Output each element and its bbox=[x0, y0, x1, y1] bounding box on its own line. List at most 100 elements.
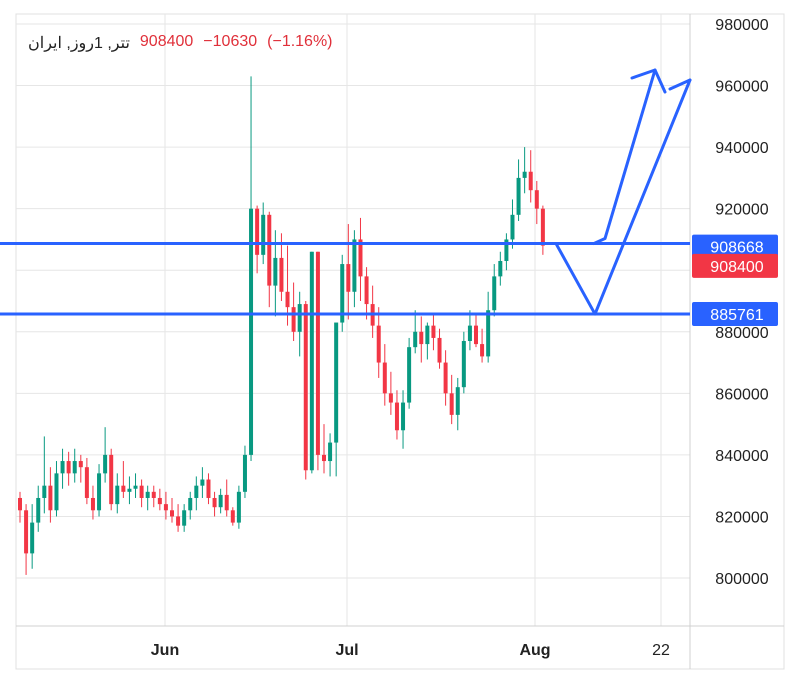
candle-body bbox=[170, 510, 174, 517]
candle-body bbox=[224, 494, 229, 511]
candle-body bbox=[394, 402, 399, 431]
candle-down bbox=[419, 316, 424, 363]
candle-up bbox=[407, 337, 412, 409]
candle-down bbox=[480, 328, 485, 363]
candle-down bbox=[109, 448, 114, 511]
candle-body bbox=[461, 341, 466, 388]
candle-body bbox=[455, 387, 460, 415]
candle-body bbox=[522, 171, 527, 178]
candle-body bbox=[103, 454, 108, 474]
candle-body bbox=[42, 485, 47, 498]
x-tick-label: 22 bbox=[652, 642, 670, 659]
candle-up bbox=[522, 147, 527, 194]
candle-body bbox=[437, 337, 442, 363]
candle-up bbox=[461, 331, 466, 394]
candle-up bbox=[510, 199, 515, 249]
candle-down bbox=[267, 211, 272, 308]
candle-body bbox=[188, 497, 193, 511]
candle-body bbox=[48, 485, 53, 511]
candle-up bbox=[413, 310, 418, 354]
candle-down bbox=[370, 285, 375, 338]
candle-body bbox=[382, 362, 387, 394]
candle-body bbox=[340, 264, 345, 323]
candle-up bbox=[127, 476, 132, 505]
candle-body bbox=[66, 461, 71, 474]
candle-up bbox=[194, 476, 199, 511]
candle-body bbox=[18, 497, 22, 511]
candle-body bbox=[364, 276, 369, 305]
candle-up bbox=[352, 230, 357, 308]
y-tick-label: 920000 bbox=[715, 202, 768, 219]
candle-down bbox=[151, 485, 156, 508]
candle-body bbox=[176, 516, 181, 526]
candle-up bbox=[516, 159, 521, 221]
candle-down bbox=[230, 507, 235, 526]
candle-body bbox=[206, 479, 211, 498]
candle-up bbox=[498, 251, 503, 286]
candle-body bbox=[401, 402, 406, 431]
candle-down bbox=[388, 371, 393, 415]
candle-body bbox=[121, 485, 126, 492]
candle-body bbox=[255, 208, 260, 255]
candle-up bbox=[334, 322, 339, 477]
y-tick-label: 800000 bbox=[715, 571, 768, 588]
x-tick-label: Aug bbox=[519, 642, 550, 659]
price-line-tag-908668-label: 908668 bbox=[710, 240, 763, 257]
candle-down bbox=[224, 479, 229, 517]
candle-body bbox=[443, 362, 448, 394]
price-line-tag-885761-bg bbox=[692, 302, 778, 327]
candle-up bbox=[492, 264, 497, 317]
candle-up bbox=[218, 488, 223, 514]
projection-arrow-alt bbox=[554, 78, 692, 316]
candle-body bbox=[236, 491, 241, 523]
candle-down bbox=[285, 245, 290, 326]
candle-down bbox=[139, 479, 144, 508]
candle-down bbox=[449, 374, 454, 425]
candle-body bbox=[127, 488, 132, 492]
candle-up bbox=[242, 445, 247, 498]
candle-body bbox=[261, 214, 266, 255]
candle-body bbox=[413, 331, 418, 348]
candle-up bbox=[425, 322, 430, 360]
candle-up bbox=[97, 464, 102, 517]
candle-body bbox=[528, 171, 533, 191]
candle-body bbox=[449, 393, 454, 415]
candles-layer bbox=[18, 76, 545, 575]
candle-up bbox=[309, 251, 314, 474]
candle-body bbox=[194, 485, 199, 498]
candle-body bbox=[352, 239, 357, 292]
candle-up bbox=[72, 448, 77, 483]
candle-down bbox=[121, 461, 126, 498]
candle-body bbox=[322, 454, 326, 462]
candle-body bbox=[54, 473, 59, 511]
y-tick-label: 860000 bbox=[715, 386, 768, 403]
candle-body bbox=[97, 473, 102, 511]
candle-body bbox=[151, 491, 156, 498]
candle-body bbox=[486, 310, 491, 357]
candle-body bbox=[90, 497, 95, 511]
x-tick-label: Jul bbox=[335, 642, 358, 659]
price-change: −10630 bbox=[203, 33, 258, 50]
candle-down bbox=[382, 344, 387, 406]
last-price-tag-bg bbox=[692, 253, 778, 278]
candle-body bbox=[407, 347, 412, 403]
candle-body bbox=[291, 307, 296, 332]
price-tags: 908668 908400 885761 bbox=[692, 234, 778, 327]
candle-body bbox=[388, 393, 393, 403]
candle-down bbox=[346, 224, 351, 320]
candle-up bbox=[261, 202, 266, 265]
candle-up bbox=[467, 310, 472, 351]
candle-body bbox=[358, 239, 363, 277]
price-line-tag-908668-bg bbox=[692, 234, 778, 259]
price-change-percent: (−1.16%) bbox=[267, 33, 333, 50]
candle-body bbox=[200, 479, 205, 486]
projection-arrow-main bbox=[592, 68, 657, 246]
candle-up bbox=[188, 491, 193, 520]
candle-body bbox=[510, 214, 515, 240]
candle-body bbox=[115, 485, 120, 505]
candle-body bbox=[498, 260, 503, 277]
candle-up bbox=[115, 473, 120, 514]
candle-body bbox=[212, 497, 217, 508]
candle-body bbox=[163, 504, 168, 511]
candle-down bbox=[90, 485, 95, 520]
